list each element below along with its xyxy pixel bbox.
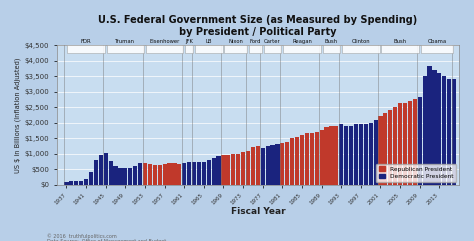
Bar bbox=[74, 181, 78, 185]
Bar bbox=[192, 162, 196, 185]
Bar bbox=[133, 166, 137, 185]
Bar bbox=[241, 153, 245, 185]
Bar bbox=[79, 181, 83, 185]
Bar bbox=[398, 103, 402, 185]
Bar bbox=[89, 172, 93, 185]
Bar bbox=[295, 137, 299, 185]
Bar bbox=[442, 76, 447, 185]
Bar bbox=[84, 179, 88, 185]
Bar bbox=[344, 126, 348, 185]
Bar bbox=[271, 145, 274, 185]
Bar bbox=[113, 166, 118, 185]
Bar bbox=[408, 101, 412, 185]
Bar bbox=[447, 79, 451, 185]
Bar bbox=[173, 163, 176, 185]
Bar bbox=[187, 162, 191, 185]
Bar bbox=[383, 113, 387, 185]
Title: U.S. Federal Government Size (as Measured by Spending)
by President / Political : U.S. Federal Government Size (as Measure… bbox=[98, 15, 418, 37]
Bar bbox=[339, 124, 343, 185]
Bar bbox=[378, 116, 383, 185]
Bar bbox=[324, 127, 328, 185]
Bar bbox=[432, 70, 437, 185]
Bar bbox=[285, 141, 289, 185]
Bar bbox=[163, 164, 167, 185]
Bar bbox=[99, 155, 103, 185]
FancyBboxPatch shape bbox=[67, 46, 105, 53]
Bar bbox=[226, 155, 230, 185]
Bar bbox=[265, 146, 270, 185]
Bar bbox=[109, 161, 113, 185]
Bar bbox=[153, 165, 157, 185]
Y-axis label: US $ in Billions (Inflation Adjusted): US $ in Billions (Inflation Adjusted) bbox=[15, 57, 21, 173]
Bar bbox=[128, 167, 132, 185]
Bar bbox=[104, 153, 108, 185]
Bar bbox=[374, 120, 378, 185]
Bar bbox=[315, 132, 319, 185]
Bar bbox=[69, 181, 73, 185]
Bar bbox=[221, 155, 226, 185]
Bar bbox=[94, 160, 98, 185]
Bar bbox=[428, 66, 432, 185]
Bar bbox=[393, 107, 397, 185]
Bar bbox=[354, 124, 358, 185]
Bar bbox=[256, 146, 260, 185]
Bar bbox=[438, 73, 441, 185]
FancyBboxPatch shape bbox=[195, 46, 222, 53]
Bar bbox=[388, 110, 392, 185]
Bar bbox=[359, 124, 363, 185]
Bar bbox=[275, 144, 280, 185]
Legend: Republican President, Democratic President: Republican President, Democratic Preside… bbox=[376, 164, 456, 182]
Bar bbox=[143, 163, 147, 185]
Bar bbox=[217, 156, 221, 185]
Bar bbox=[418, 97, 422, 185]
Bar bbox=[369, 123, 373, 185]
Bar bbox=[280, 143, 284, 185]
Bar bbox=[246, 151, 250, 185]
Bar bbox=[290, 138, 294, 185]
X-axis label: Fiscal Year: Fiscal Year bbox=[230, 207, 285, 216]
Bar bbox=[349, 126, 353, 185]
Bar bbox=[364, 124, 368, 185]
Text: Data Source:  Office of Management and Budget: Data Source: Office of Management and Bu… bbox=[47, 239, 167, 241]
Bar bbox=[251, 147, 255, 185]
Bar bbox=[305, 133, 309, 185]
Bar bbox=[403, 103, 407, 185]
Bar bbox=[319, 130, 324, 185]
FancyBboxPatch shape bbox=[283, 46, 320, 53]
FancyBboxPatch shape bbox=[107, 46, 144, 53]
Text: © 2016  truthfulpolitics.com: © 2016 truthfulpolitics.com bbox=[47, 233, 117, 239]
Bar bbox=[148, 164, 152, 185]
FancyBboxPatch shape bbox=[382, 46, 419, 53]
Bar bbox=[452, 79, 456, 185]
FancyBboxPatch shape bbox=[146, 46, 183, 53]
Bar bbox=[236, 154, 240, 185]
Bar bbox=[158, 165, 162, 185]
Bar bbox=[310, 133, 314, 185]
Bar bbox=[300, 135, 304, 185]
Bar bbox=[167, 163, 172, 185]
FancyBboxPatch shape bbox=[342, 46, 380, 53]
Bar bbox=[329, 126, 334, 185]
Bar bbox=[202, 162, 206, 185]
Bar bbox=[231, 154, 236, 185]
Bar bbox=[413, 99, 417, 185]
Bar bbox=[182, 163, 186, 185]
Bar bbox=[118, 168, 123, 185]
FancyBboxPatch shape bbox=[249, 46, 262, 53]
Bar bbox=[138, 163, 142, 185]
FancyBboxPatch shape bbox=[323, 46, 340, 53]
Bar bbox=[334, 126, 338, 185]
Bar bbox=[261, 148, 265, 185]
Bar bbox=[207, 160, 211, 185]
Bar bbox=[211, 158, 216, 185]
Bar bbox=[177, 164, 182, 185]
Bar bbox=[64, 182, 69, 185]
Bar bbox=[422, 76, 427, 185]
FancyBboxPatch shape bbox=[264, 46, 282, 53]
FancyBboxPatch shape bbox=[225, 46, 247, 53]
Bar bbox=[197, 162, 201, 185]
Bar bbox=[123, 168, 128, 185]
FancyBboxPatch shape bbox=[185, 46, 193, 53]
FancyBboxPatch shape bbox=[421, 46, 453, 53]
